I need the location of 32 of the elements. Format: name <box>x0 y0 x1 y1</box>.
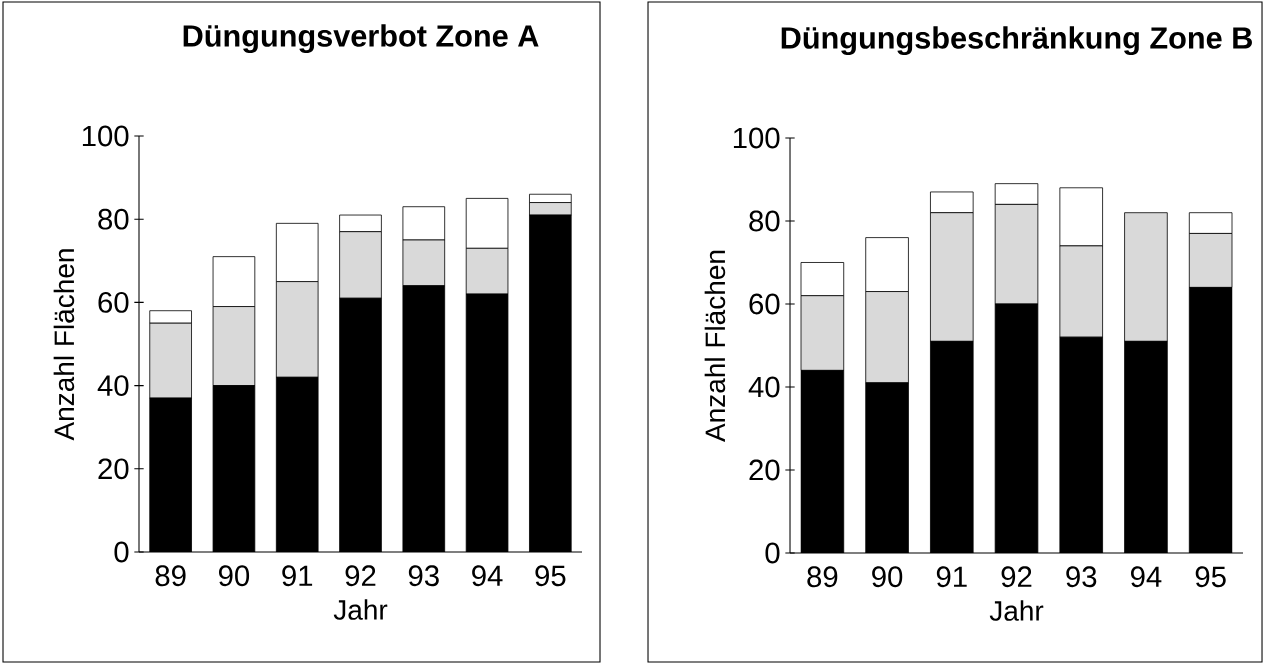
y-tick-label: 60 <box>749 293 780 315</box>
x-tick-label: 90 <box>872 566 903 588</box>
y-tick-label: 20 <box>749 459 780 481</box>
x-tick-label: 89 <box>155 565 186 587</box>
x-tick-label: 92 <box>345 565 376 587</box>
y-tick-label: 20 <box>98 458 129 480</box>
x-tick-label: 93 <box>408 565 439 587</box>
y-tick-label: 40 <box>748 376 780 398</box>
y-axis-title: Anzahl Flächen <box>53 249 75 441</box>
y-tick-label: 0 <box>765 542 780 564</box>
x-tick-label: 90 <box>219 565 250 587</box>
y-tick-label: 80 <box>98 208 129 230</box>
chart-title: Düngungsbeschränkung Zone B <box>781 26 1252 56</box>
y-tick-label: 40 <box>97 375 129 396</box>
x-tick-label: 92 <box>1001 566 1032 588</box>
x-tick-label: 94 <box>1131 566 1162 588</box>
y-tick-label: 80 <box>749 210 780 232</box>
y-tick-label: 100 <box>82 125 129 147</box>
x-tick-label: 91 <box>936 566 967 588</box>
y-tick-label: 100 <box>733 127 780 149</box>
x-tick-label: 93 <box>1066 566 1097 588</box>
x-tick-label: 95 <box>535 565 566 587</box>
x-tick-label: 89 <box>807 566 838 588</box>
x-tick-label: 94 <box>472 565 503 587</box>
x-axis-title: Jahr <box>989 600 1044 621</box>
chart-title: Düngungsverbot Zone A <box>183 24 539 54</box>
y-tick-label: 0 <box>114 541 129 563</box>
x-axis-title: Jahr <box>333 599 388 620</box>
y-axis-title: Anzahl Flächen <box>704 250 726 442</box>
y-tick-label: 60 <box>98 292 129 313</box>
x-tick-label: 91 <box>282 565 313 587</box>
x-tick-label: 95 <box>1195 566 1226 588</box>
